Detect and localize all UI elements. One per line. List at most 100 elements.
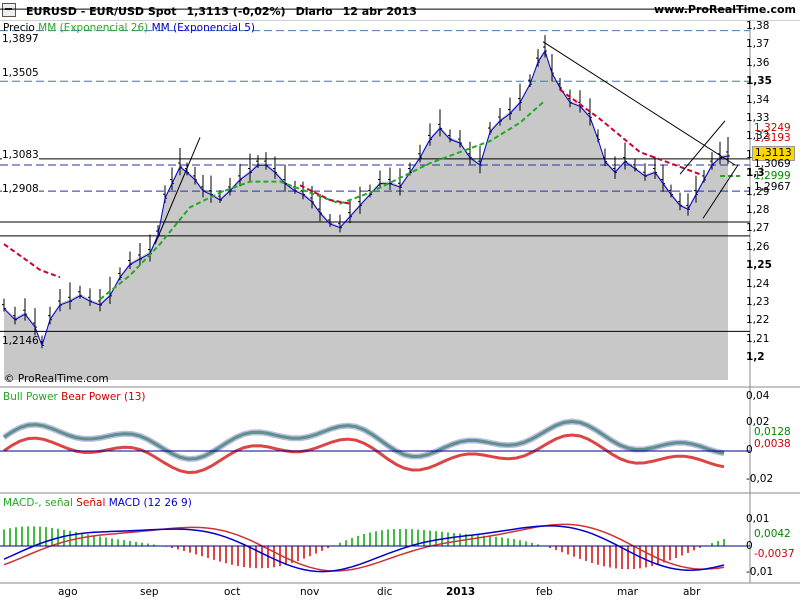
macd-histogram-bar [285,546,287,565]
macd-histogram-bar [141,542,143,546]
bullbear-legend: Bull Power Bear Power (13) [3,391,146,403]
macd-histogram-bar [9,528,11,546]
macd-histogram-bar [351,537,353,546]
price-area [4,49,728,380]
macd-histogram-bar [459,533,461,546]
price-axis-label: 1,38 [746,20,770,32]
signal-label: Señal [76,497,106,509]
price-axis-label: 1,36 [746,56,770,69]
macd-histogram-bar [597,546,599,565]
macd-histogram-bar [615,546,617,569]
macd-histogram-bar [693,546,695,551]
macd-histogram-bar [117,539,119,546]
macd-histogram-bar [63,529,65,546]
price-axis-label: 1,35 [746,75,772,88]
macd-histogram-bar [279,546,281,567]
macd-histogram-bar [231,546,233,565]
macd-histogram-bar [39,526,41,546]
price-axis-label: 1,22 [746,314,770,327]
macd-histogram-bar [171,546,173,549]
macd-histogram-bar [297,546,299,562]
trend-line [542,41,736,166]
price-tag: 1,2967 [754,181,791,193]
macd-histogram-bar [243,546,245,568]
macd-histogram-bar [111,538,113,546]
macd-histogram-bar [81,533,83,546]
bullbear-axis-label: -0,02 [746,473,774,485]
macd-histogram-bar [699,546,701,548]
macd-histogram-bar [405,528,407,546]
macd-histogram-bar [3,529,5,546]
macd-histogram-bar [471,534,473,546]
price-tag: 1,3069 [754,158,791,170]
macd-histogram-bar [291,546,293,564]
macd-histogram-bar [555,546,557,551]
macd-histogram-bar [501,537,503,546]
price-axis-label: 1,34 [746,93,770,106]
macd-histogram-bar [177,546,179,550]
macd-histogram-bar [249,546,251,568]
price-axis-label: 1,23 [746,296,770,308]
signal-value-tag: -0,0037 [754,548,795,560]
hline-label: 1,3083 [2,149,39,161]
current-price-tag: 1,3113 [752,146,795,161]
price-axis-label: 1,3 [746,167,765,180]
macd-histogram-bar [135,541,137,546]
macd-value-tag: 0,0042 [754,528,791,540]
bullbear-period: (13) [123,391,146,403]
price-legend: Precio MM (Exponencial 26) MM (Exponenci… [3,22,255,34]
macd-histogram-bar [129,540,131,546]
price-tag: 1,2999 [754,170,791,182]
macd-histogram-bar [681,546,683,556]
macd-line [3,525,725,573]
macd-histogram-bar [477,535,479,546]
macd-histogram-bar [411,529,413,546]
x-axis-year: 2013 [446,586,476,598]
macd-histogram-bar [417,529,419,546]
macd-histogram-bar [435,531,437,546]
macd-histogram-bar [507,538,509,546]
macd-histogram-bar [261,546,263,569]
macd-histogram-bar [687,546,689,553]
hline-label: 1,3505 [2,67,39,79]
macd-histogram-bar [309,546,311,557]
ema5-line [3,49,729,348]
macd-histogram-bar [621,546,623,569]
macd-histogram-bar [627,546,629,570]
macd-histogram-bar [669,546,671,561]
trend-line [679,120,726,175]
period-label: Diario [295,5,333,18]
macd-histogram-bar [237,546,239,566]
price-axis-label: 1,28 [746,204,770,216]
ema26-line-red [299,184,351,205]
macd-histogram-bar [447,532,449,546]
bull-value-tag: 0,0128 [754,426,791,438]
macd-histogram-bar [339,542,341,546]
x-axis-month: feb [536,586,553,598]
macd-histogram-bar [195,546,197,555]
macd-histogram-bar [15,527,17,546]
price-axis-label: 1,37 [746,38,770,51]
x-axis-month: nov [300,586,320,598]
legend-ema26: MM (Exponencial 26) [38,22,149,34]
macd-histogram-bar [423,530,425,546]
macd-histogram-bar [453,533,455,546]
macd-histogram-bar [609,546,611,568]
bullbear-axis-label: 0 [746,444,753,456]
macd-histogram-bar [315,546,317,554]
macd-histogram-bar [201,546,203,557]
macd-histogram-bar [657,546,659,565]
price-axis-label: 1,21 [746,332,770,345]
macd-histogram-bar [207,546,209,559]
macd-histogram-bar [561,546,563,553]
bullbear-axis-label: 0,04 [746,390,770,402]
hline-label: 1,2908 [2,183,39,195]
macd-histogram-bar [69,530,71,546]
x-axis-month: ago [58,586,78,598]
price-axis-label: 1,33 [746,112,770,124]
bullbear-axis-label: 0,02 [746,416,770,428]
macd-histogram-bar [591,546,593,563]
macd-histogram-bar [717,540,719,546]
macd-histogram-bar [495,536,497,546]
